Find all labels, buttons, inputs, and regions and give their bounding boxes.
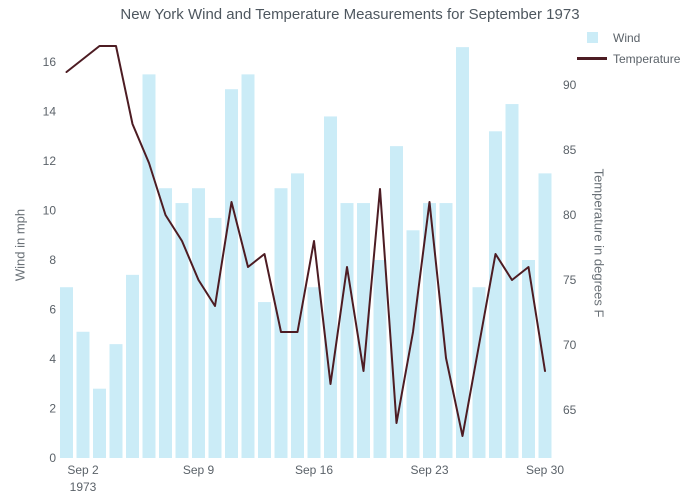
x-axis-tick-label: Sep 23 xyxy=(410,463,448,477)
wind-bar[interactable] xyxy=(324,116,337,458)
wind-bar[interactable] xyxy=(291,173,304,458)
wind-swatch-icon xyxy=(577,32,607,43)
wind-bar[interactable] xyxy=(109,344,123,458)
wind-bar[interactable] xyxy=(192,188,205,458)
wind-bar[interactable] xyxy=(175,203,189,458)
wind-bar[interactable] xyxy=(505,104,519,458)
chart-title: New York Wind and Temperature Measuremen… xyxy=(120,6,580,23)
left-axis-tick-label: 14 xyxy=(43,105,57,119)
wind-bar[interactable] xyxy=(159,188,172,458)
wind-bar[interactable] xyxy=(439,203,453,458)
wind-bar[interactable] xyxy=(538,173,552,458)
temperature-line[interactable] xyxy=(65,45,546,437)
left-axis-tick-label: 16 xyxy=(43,55,57,69)
right-axis-title: Temperature in degrees F xyxy=(591,168,607,318)
wind-bar[interactable] xyxy=(489,131,502,459)
wind-bar[interactable] xyxy=(456,47,469,459)
legend: Wind Temperature xyxy=(577,27,680,69)
legend-item-wind[interactable]: Wind xyxy=(577,27,680,48)
wind-bar[interactable] xyxy=(307,287,321,458)
x-axis-tick-label: Sep 9 xyxy=(183,463,215,477)
wind-bar[interactable] xyxy=(423,203,436,458)
wind-bar[interactable] xyxy=(225,89,238,458)
left-axis-tick-label: 2 xyxy=(49,402,56,416)
wind-bar[interactable] xyxy=(274,188,288,458)
wind-bar[interactable] xyxy=(258,302,271,458)
left-axis-tick-label: 0 xyxy=(49,451,56,465)
left-axis-title: Wind in mph xyxy=(12,208,28,282)
right-axis-tick-label: 85 xyxy=(563,143,577,157)
left-axis-tick-label: 8 xyxy=(49,253,56,267)
left-axis-tick-label: 12 xyxy=(43,154,57,168)
right-axis-tick-label: 90 xyxy=(563,78,577,92)
legend-label-wind: Wind xyxy=(613,30,641,45)
left-axis-tick-label: 10 xyxy=(43,204,57,218)
x-axis-tick-label: Sep 2 xyxy=(67,463,99,477)
wind-bar[interactable] xyxy=(93,388,106,458)
x-axis-tick-label: Sep 16 xyxy=(295,463,333,477)
wind-bar[interactable] xyxy=(522,260,535,458)
x-axis-tick-sublabel: 1973 xyxy=(70,480,97,494)
wind-bar[interactable] xyxy=(373,260,387,458)
wind-bar[interactable] xyxy=(60,287,73,458)
wind-bar[interactable] xyxy=(357,203,370,458)
wind-bar[interactable] xyxy=(142,74,156,458)
wind-bar[interactable] xyxy=(340,203,354,458)
right-axis-tick-label: 70 xyxy=(563,338,577,352)
legend-item-temperature[interactable]: Temperature xyxy=(577,48,680,69)
x-axis-tick-label: Sep 30 xyxy=(526,463,564,477)
wind-bar[interactable] xyxy=(76,331,90,458)
right-axis-tick-label: 65 xyxy=(563,403,577,417)
right-axis-tick-label: 75 xyxy=(563,273,577,287)
wind-bar[interactable] xyxy=(406,230,420,458)
left-axis-tick-label: 6 xyxy=(49,303,56,317)
wind-bar[interactable] xyxy=(208,217,222,458)
left-axis-tick-label: 4 xyxy=(49,352,56,366)
wind-bar[interactable] xyxy=(126,274,139,458)
temperature-line-swatch-icon xyxy=(577,57,607,60)
legend-label-temperature: Temperature xyxy=(613,51,681,66)
right-axis-tick-label: 80 xyxy=(563,208,577,222)
